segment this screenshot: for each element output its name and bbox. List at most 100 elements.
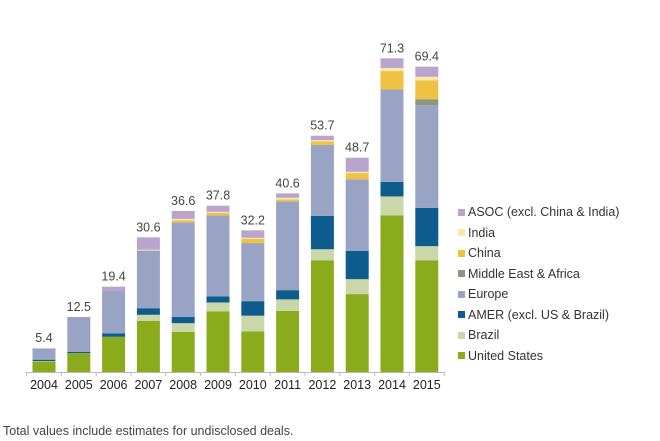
bar-segment-india-2010	[241, 237, 265, 239]
bar-segment-china-2010	[241, 238, 265, 244]
bar-segment-india-2008	[171, 218, 195, 221]
legend-item: India	[458, 223, 619, 244]
bar-segment-europe-2009	[206, 215, 230, 297]
legend-swatch	[458, 352, 465, 360]
bar-segment-europe-2012	[310, 144, 334, 216]
legend-label: China	[468, 246, 501, 261]
footnote: Total values include estimates for undis…	[3, 424, 294, 438]
bar-segment-europe-2015	[415, 105, 439, 208]
bar-segment-europe-2014	[380, 89, 404, 182]
bar-segment-amer-excl-us-brazil--2007	[136, 308, 160, 315]
legend-label: Middle East & Africa	[468, 266, 580, 281]
bar-segment-europe-2005	[67, 317, 91, 352]
bar-segment-asoc-excl-china-india--2009	[206, 205, 230, 212]
legend-item: Europe	[458, 284, 619, 305]
bar-segment-india-2015	[415, 76, 439, 81]
bar-segment-united-states-2011	[276, 310, 300, 372]
x-tick-label-2014: 2014	[378, 378, 406, 392]
bar-segment-brazil-2007	[136, 314, 160, 321]
bar-segment-china-2014	[380, 71, 404, 90]
bar-segment-brazil-2014	[380, 196, 404, 216]
legend-label: Europe	[468, 287, 509, 302]
total-label-2009: 37.8	[206, 189, 230, 203]
total-label-2015: 69.4	[415, 50, 439, 64]
legend-item: Middle East & Africa	[458, 264, 619, 285]
bar-segment-united-states-2007	[136, 320, 160, 372]
legend-swatch	[458, 311, 465, 319]
bar-segment-europe-2013	[345, 179, 369, 251]
x-tick-label-2015: 2015	[413, 378, 441, 392]
bar-segment-asoc-excl-china-india--2012	[310, 135, 334, 141]
x-tick-label-2013: 2013	[343, 378, 371, 392]
bar-segment-china-2015	[415, 80, 439, 100]
bar-segment-united-states-2005	[67, 353, 91, 372]
legend-label: ASOC (excl. China & India)	[468, 205, 620, 220]
bar-segment-amer-excl-us-brazil--2012	[310, 215, 334, 250]
bar-segment-asoc-excl-china-india--2008	[171, 210, 195, 219]
legend-item: China	[458, 243, 619, 264]
bar-segment-united-states-2013	[345, 294, 369, 372]
x-tick-label-2011: 2011	[274, 378, 301, 392]
total-label-2013: 48.7	[345, 141, 369, 155]
x-tick-label-2006: 2006	[100, 378, 128, 392]
bar-segment-amer-excl-us-brazil--2006	[102, 333, 126, 337]
total-label-2006: 19.4	[101, 270, 125, 284]
bar-segment-brazil-2015	[415, 246, 439, 261]
bar-segment-china-2011	[276, 199, 300, 202]
bar-segment-brazil-2010	[241, 315, 265, 332]
bar-segment-asoc-excl-china-india--2007	[136, 237, 160, 250]
bar-segment-united-states-2006	[102, 336, 126, 372]
bar-segment-europe-2010	[241, 243, 265, 302]
bar-segment-united-states-2004	[32, 361, 56, 372]
total-label-2008: 36.6	[171, 194, 195, 208]
bar-segment-india-2013	[345, 171, 369, 174]
bar-segment-amer-excl-us-brazil--2011	[276, 290, 300, 300]
total-label-2007: 30.6	[136, 220, 160, 234]
total-label-2005: 12.5	[67, 300, 91, 314]
legend-item: AMER (excl. US & Brazil)	[458, 305, 619, 326]
bar-segment-brazil-2011	[276, 299, 300, 311]
bar-segment-amer-excl-us-brazil--2013	[345, 251, 369, 280]
bar-segment-india-2009	[206, 211, 230, 213]
x-tick-label-2010: 2010	[239, 378, 267, 392]
bar-segment-europe-2006	[102, 291, 126, 334]
legend: ASOC (excl. China & India) India China Midd…	[458, 202, 619, 366]
bar-segment-asoc-excl-china-india--2013	[345, 157, 369, 172]
bar-segment-united-states-2009	[206, 311, 230, 372]
bar-segment-amer-excl-us-brazil--2014	[380, 181, 404, 197]
bar-segment-asoc-excl-china-india--2015	[415, 66, 439, 77]
bar-segment-united-states-2014	[380, 215, 404, 372]
legend-swatch	[458, 331, 465, 339]
legend-label: Brazil	[468, 328, 500, 343]
bar-segment-brazil-2009	[206, 302, 230, 312]
bar-segment-amer-excl-us-brazil--2010	[241, 301, 265, 316]
legend-swatch	[458, 229, 465, 237]
x-tick-label-2004: 2004	[30, 378, 58, 392]
bar-segment-india-2011	[276, 197, 300, 200]
x-tick-label-2008: 2008	[169, 378, 197, 392]
bar-segment-europe-2004	[32, 348, 56, 360]
bar-segment-india-2014	[380, 67, 404, 72]
bar-segment-united-states-2015	[415, 260, 439, 372]
bar-segment-asoc-excl-china-india--2006	[102, 286, 126, 292]
bar-segment-asoc-excl-china-india--2010	[241, 230, 265, 238]
total-label-2012: 53.7	[310, 119, 334, 133]
legend-swatch	[458, 249, 465, 257]
total-label-2014: 71.3	[380, 41, 404, 55]
x-tick-label-2009: 2009	[204, 378, 232, 392]
bar-segment-amer-excl-us-brazil--2004	[32, 359, 56, 361]
bar-segment-europe-2007	[136, 250, 160, 309]
legend-item: Brazil	[458, 325, 619, 346]
legend-item: ASOC (excl. China & India)	[458, 202, 619, 223]
x-tick-label-2012: 2012	[308, 378, 336, 392]
bar-segment-china-2008	[171, 220, 195, 223]
x-tick-label-2005: 2005	[65, 378, 93, 392]
bar-segment-amer-excl-us-brazil--2015	[415, 207, 439, 247]
x-tick-label-2007: 2007	[134, 378, 162, 392]
legend-label: United States	[468, 348, 544, 363]
bar-segment-brazil-2013	[345, 279, 369, 295]
bar-segment-united-states-2010	[241, 331, 265, 372]
bar-segment-brazil-2008	[171, 323, 195, 332]
bar-segment-asoc-excl-china-india--2011	[276, 193, 300, 198]
